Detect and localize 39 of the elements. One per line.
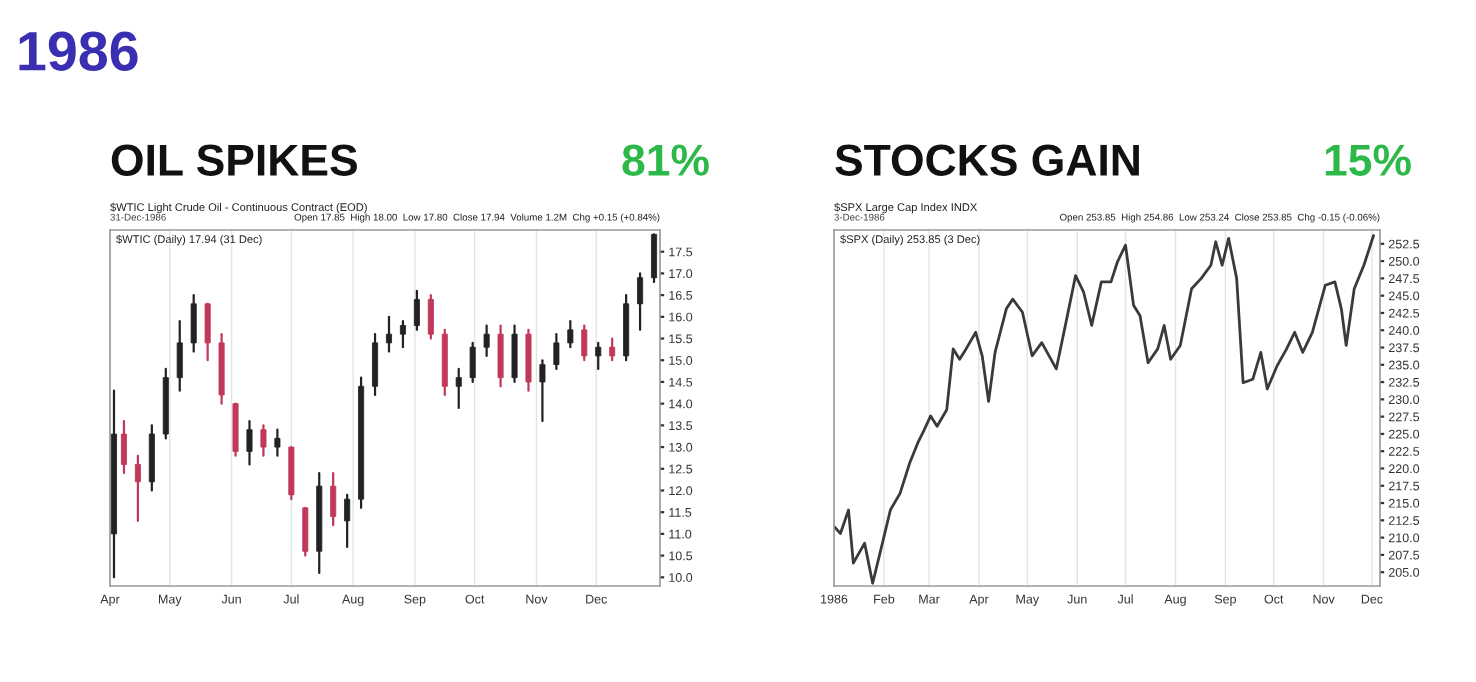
candlestick [399,320,406,349]
candlestick [232,402,239,457]
candlestick [344,493,351,549]
chart-title: OIL SPIKES [111,144,357,176]
candlestick [385,315,392,353]
candlestick [539,359,546,423]
candlestick [413,289,420,331]
candlestick [134,454,141,522]
candlestick [469,341,476,384]
candlestick [260,424,267,457]
candlestick [553,333,560,371]
candlestick [120,419,127,475]
candlestick [372,333,379,397]
candlestick [511,324,518,384]
candlestick [302,506,309,557]
candlestick [190,294,197,353]
candlestick [148,424,155,492]
candlestick [274,428,281,457]
candlestick [637,272,644,331]
text: 1986 [19,31,138,71]
candlestick [204,302,211,362]
candlestick [455,367,462,410]
candlestick [581,324,588,362]
text: 15% [1325,144,1411,176]
candlestick [330,472,337,527]
candlestick [567,320,574,349]
candlestick [288,445,295,501]
candlestick [609,337,616,362]
candlestick [651,233,658,284]
chart-title: STOCKS GAIN [835,144,1139,176]
text: 81% [622,144,709,176]
candlestick [176,320,183,392]
candlestick [483,324,490,358]
candlestick [246,419,253,466]
candlestick [525,328,532,392]
candlestick [595,341,602,371]
candlestick [497,324,504,388]
candlestick [427,294,434,340]
line-series [834,234,1375,585]
